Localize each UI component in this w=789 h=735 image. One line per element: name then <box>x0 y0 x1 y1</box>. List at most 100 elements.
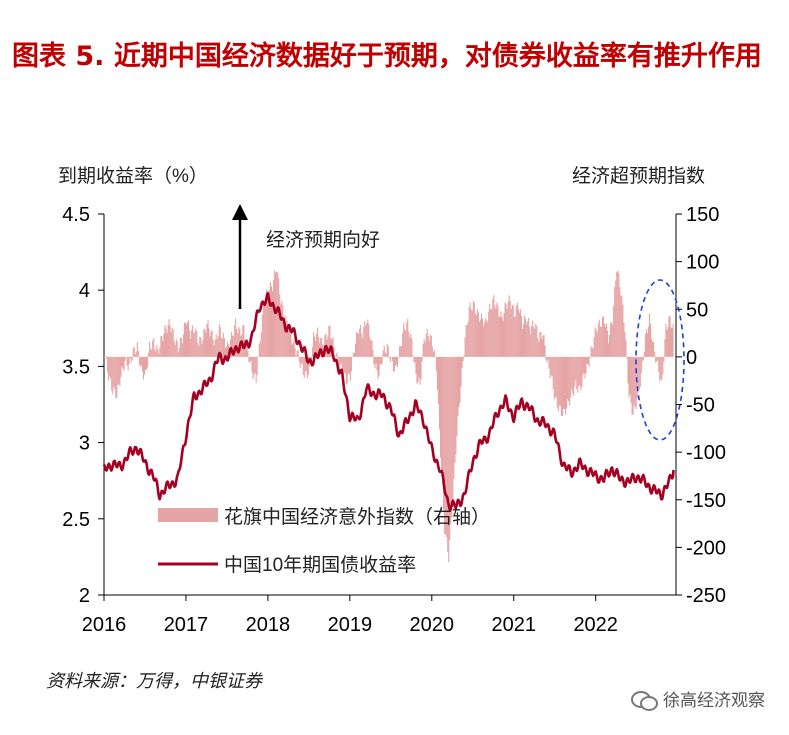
citi-bar <box>355 332 358 357</box>
citi-bar <box>318 336 320 357</box>
legend-label-citi: 花旗中国经济意外指数（右轴） <box>224 506 490 528</box>
citi-bar <box>538 341 540 357</box>
citi-bar <box>649 323 652 357</box>
citi-bar <box>375 356 377 364</box>
citi-bar <box>263 304 265 357</box>
citi-bar <box>495 308 497 357</box>
citi-bar <box>585 356 587 374</box>
citi-bar <box>453 356 455 479</box>
citi-bar <box>421 356 423 362</box>
citi-bar <box>117 356 119 385</box>
citi-bar <box>497 305 499 357</box>
citi-bar <box>633 356 635 405</box>
right-axis-ticks: 150 100 50 0 -50 -100 -150 -200 -250 <box>676 204 726 607</box>
citi-bar <box>104 356 106 358</box>
citi-bar <box>617 270 619 357</box>
citi-bar <box>288 330 290 357</box>
citi-bar <box>451 356 453 518</box>
citi-bar <box>260 332 262 357</box>
citi-bar <box>179 337 181 357</box>
citi-bar <box>365 325 367 357</box>
citi-bar <box>150 348 152 357</box>
citi-bar <box>258 343 260 357</box>
citi-bar <box>373 356 375 365</box>
right-tick-label: -200 <box>686 537 726 559</box>
citi-bar <box>297 350 299 357</box>
citi-bar <box>176 341 178 357</box>
citi-bar <box>133 347 135 357</box>
citi-bar <box>450 356 452 524</box>
citi-bar <box>499 316 501 357</box>
citi-bar <box>508 295 510 357</box>
citi-bar <box>286 320 288 357</box>
citi-bar <box>212 339 214 357</box>
citi-bar <box>320 337 322 357</box>
citi-bar <box>190 338 192 357</box>
citi-bar <box>471 310 473 357</box>
citi-bar <box>393 356 395 372</box>
citi-bar <box>467 321 469 357</box>
citi-bar <box>574 356 576 387</box>
citi-bar <box>526 324 528 357</box>
citi-bar <box>302 356 304 375</box>
citi-bar <box>141 356 144 372</box>
citi-bar <box>519 309 521 357</box>
citi-bar <box>591 347 593 357</box>
citi-bar <box>374 356 376 369</box>
citi-bar <box>606 330 609 357</box>
citi-bar <box>479 319 482 357</box>
citi-bar <box>207 320 209 357</box>
citi-bar <box>169 325 171 357</box>
citi-bar <box>590 346 592 357</box>
citi-bar <box>466 324 468 357</box>
citi-bar <box>635 356 637 409</box>
citi-bar <box>481 318 484 357</box>
citi-bar <box>293 339 295 357</box>
citi-bar <box>422 344 424 357</box>
citi-bar <box>469 302 471 357</box>
citi-bar <box>310 356 313 361</box>
citi-bar <box>435 356 437 372</box>
citi-bar <box>630 356 632 403</box>
citi-bar <box>412 355 414 357</box>
left-tick-label: 3 <box>79 433 90 455</box>
citi-bar <box>642 356 644 361</box>
citi-bar <box>595 329 597 357</box>
citi-bar <box>658 356 660 373</box>
citi-bar <box>347 356 349 374</box>
citi-bar <box>419 356 421 385</box>
citi-bar <box>532 320 534 357</box>
citi-bar <box>564 356 567 415</box>
citi-bar <box>381 356 383 364</box>
x-tick-label: 2020 <box>410 614 455 636</box>
right-tick-label: -100 <box>686 442 726 464</box>
citi-bar <box>527 321 529 357</box>
citi-bar <box>549 356 551 379</box>
citi-bar <box>426 329 428 357</box>
citi-bar <box>575 356 577 381</box>
citi-bar <box>384 352 386 357</box>
citi-bar <box>496 302 498 357</box>
citi-bar <box>380 356 382 365</box>
citi-bar <box>269 282 272 357</box>
citi-bar <box>565 356 568 409</box>
citi-bar <box>442 356 444 485</box>
citi-bar <box>540 332 542 357</box>
citi-bar <box>194 333 196 357</box>
citi-bar <box>631 356 633 415</box>
citi-bar <box>671 328 673 357</box>
citi-bar <box>389 356 391 362</box>
citi-bar <box>238 327 240 357</box>
citi-bar <box>615 280 617 357</box>
citi-bar <box>227 344 230 357</box>
citi-bar <box>121 356 123 367</box>
citi-bar <box>195 328 197 357</box>
citi-bar <box>112 356 114 395</box>
citi-bar <box>557 356 559 412</box>
citi-bar <box>639 356 641 388</box>
citi-bar <box>149 342 151 357</box>
citi-bar <box>570 356 572 398</box>
citi-bar <box>638 356 640 390</box>
citi-bar <box>619 286 621 357</box>
citi-bar <box>383 345 385 357</box>
